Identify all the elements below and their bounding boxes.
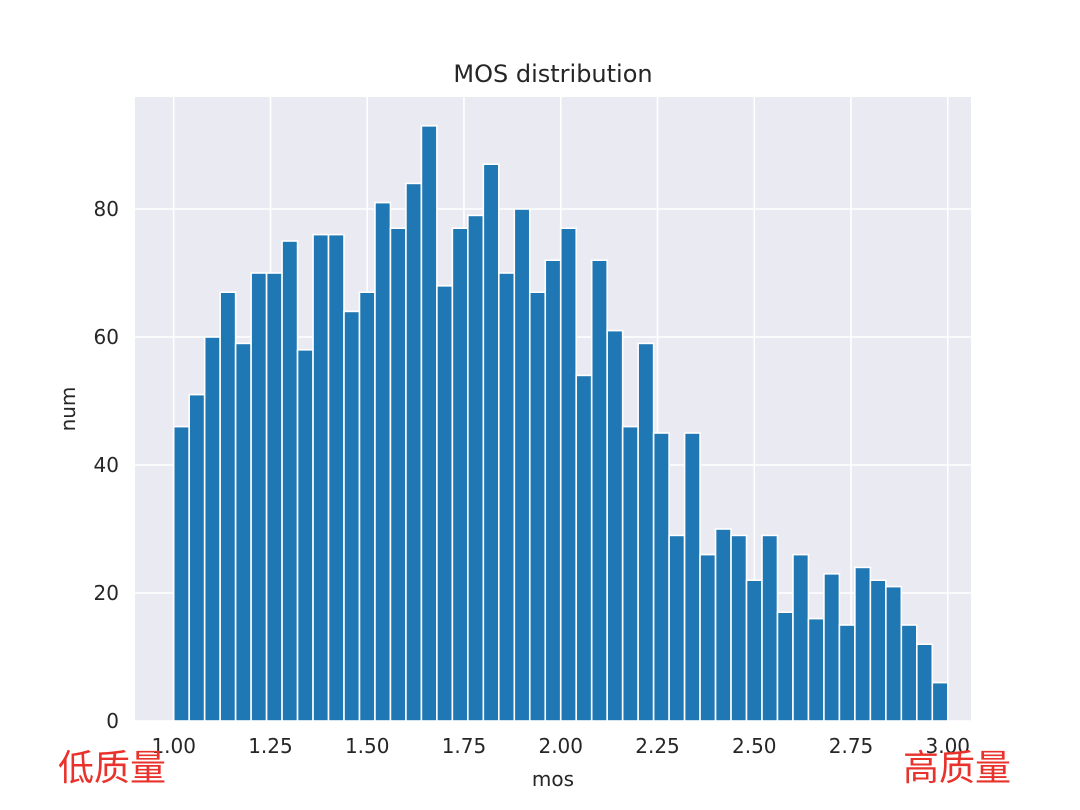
histogram-bar: [374, 201, 392, 722]
histogram-bar: [823, 572, 841, 722]
histogram-bar: [420, 125, 438, 722]
histogram-bar: [575, 374, 593, 722]
x-tick-label: 2.75: [829, 734, 874, 758]
histogram-bar: [590, 259, 608, 722]
histogram-bar: [203, 336, 221, 722]
histogram-bar: [544, 259, 562, 722]
x-tick-label: 3.00: [926, 734, 971, 758]
histogram-bar: [296, 348, 314, 722]
histogram-bar: [343, 310, 361, 722]
chart-title: MOS distribution: [453, 60, 652, 88]
histogram-bar: [389, 227, 407, 722]
bars: [172, 125, 949, 722]
histogram-bar: [312, 233, 330, 722]
histogram-bar: [807, 617, 825, 722]
histogram-bar: [792, 553, 810, 722]
histogram-bar: [776, 611, 794, 722]
y-tick-label: 0: [106, 709, 119, 733]
histogram-bar: [683, 432, 701, 722]
x-axis-ticks: 1.00 1.25 1.50 1.75 2.00 2.25 2.50 2.75 3.00: [151, 734, 970, 758]
histogram-bar: [250, 272, 268, 722]
x-tick-label: 1.50: [345, 734, 390, 758]
histogram-bar: [451, 227, 469, 722]
x-tick-label: 2.00: [538, 734, 583, 758]
histogram-bar: [838, 624, 856, 722]
histogram-bar: [172, 425, 190, 722]
x-tick-label: 1.25: [248, 734, 293, 758]
y-tick-label: 40: [94, 453, 119, 477]
histogram-bar: [606, 329, 624, 722]
histogram-bar: [916, 643, 934, 722]
y-tick-label: 60: [94, 325, 119, 349]
x-axis-title: mos: [532, 767, 574, 791]
histogram-bar: [699, 553, 717, 722]
histogram-bar: [714, 528, 732, 722]
histogram-bar: [482, 163, 500, 722]
histogram-bar: [931, 681, 949, 722]
histogram-bar: [219, 291, 237, 722]
histogram-bar: [528, 291, 547, 722]
low-quality-annotation: 低质量: [58, 748, 166, 789]
x-tick-label: 2.25: [635, 734, 680, 758]
histogram-bar: [900, 624, 918, 722]
histogram-bar: [668, 534, 686, 722]
histogram-bar: [854, 566, 872, 722]
histogram-bar: [405, 182, 423, 722]
y-axis-title: num: [56, 387, 80, 432]
histogram-bar: [869, 579, 887, 722]
histogram-bar: [498, 272, 516, 722]
histogram-bar: [234, 342, 252, 722]
y-tick-label: 80: [94, 197, 119, 221]
histogram-bar: [436, 284, 454, 722]
histogram-bar: [327, 233, 345, 722]
histogram-bar: [467, 214, 485, 722]
histogram-bar: [513, 208, 531, 722]
x-tick-label: 2.50: [732, 734, 777, 758]
histogram-bar: [559, 227, 578, 722]
histogram-bar: [730, 534, 748, 722]
histogram-bar: [885, 585, 903, 722]
high-quality-annotation: 高质量: [903, 748, 1011, 789]
y-tick-label: 20: [94, 581, 119, 605]
histogram-bar: [637, 342, 655, 722]
histogram-bar: [652, 432, 670, 722]
histogram-bar: [281, 240, 299, 722]
histogram-bar: [358, 291, 376, 722]
histogram-bar: [265, 272, 283, 722]
histogram-bar: [188, 393, 206, 722]
histogram-bar: [621, 425, 639, 722]
x-tick-label: 1.00: [151, 734, 196, 758]
histogram-bar: [761, 534, 779, 722]
histogram-bar: [745, 579, 763, 722]
x-tick-label: 1.75: [442, 734, 487, 758]
y-axis-ticks: 0 20 40 60 80: [94, 197, 119, 733]
